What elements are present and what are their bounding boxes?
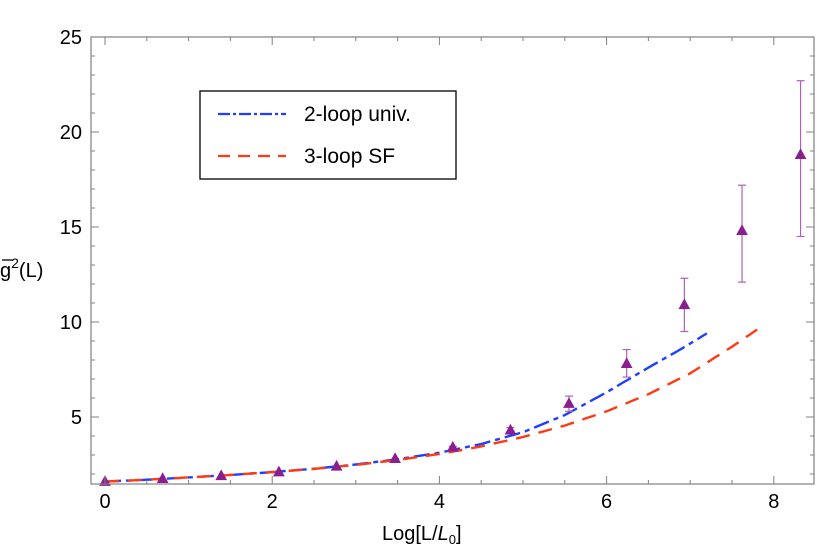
data-point-triangle	[678, 298, 691, 310]
data-point-triangle	[620, 357, 633, 369]
x-tick-label: 6	[601, 491, 612, 513]
y-tick-label: 5	[71, 407, 82, 429]
y-axis-label-suffix: (L)	[19, 260, 43, 282]
x-tick-label: 4	[434, 491, 445, 513]
plot-frame	[90, 36, 815, 485]
y-tick-label: 25	[60, 27, 82, 49]
x-tick-label: 8	[768, 491, 779, 513]
legend-box	[199, 90, 457, 180]
y-axis-label-base: g	[0, 260, 11, 282]
x-axis-label-suffix: ]	[456, 523, 462, 545]
data-point-triangle	[273, 465, 285, 477]
data-point-triangle	[563, 397, 575, 408]
y-tick-label: 10	[60, 312, 82, 334]
data-point-triangle	[156, 472, 169, 483]
y-tick-label: 15	[60, 217, 82, 239]
data-point-triangle	[330, 459, 343, 471]
x-axis-label: Log[L/L0]	[382, 523, 462, 547]
series-layer	[99, 80, 807, 486]
y-axis-label-sup: 2	[11, 255, 19, 271]
y-tick-label: 20	[60, 122, 82, 144]
data-point-triangle	[215, 469, 228, 481]
legend-label-2loop: 2-loop univ.	[304, 103, 411, 126]
x-axis-label-sub: 0	[449, 532, 456, 547]
data-point-triangle	[504, 423, 517, 435]
x-axis-label-prefix: Log[L/	[382, 523, 438, 545]
legend-label-3loop: 3-loop SF	[304, 145, 395, 168]
x-tick-label: 2	[267, 491, 278, 513]
y-axis-label: g2(L)	[0, 255, 43, 282]
data-point-triangle	[736, 224, 748, 236]
x-axis-label-italic: L	[438, 523, 449, 545]
x-tick-label: 0	[99, 491, 110, 513]
data-point-triangle	[389, 452, 401, 464]
series-line	[104, 328, 758, 483]
legend: 2-loop univ. 3-loop SF	[199, 90, 457, 180]
axis-ticks	[91, 36, 814, 484]
data-point-triangle	[446, 440, 459, 452]
axis-tick-labels: 0 2 4 6 8 5 10 15 20 25	[60, 27, 780, 513]
data-point-triangle	[794, 148, 807, 160]
